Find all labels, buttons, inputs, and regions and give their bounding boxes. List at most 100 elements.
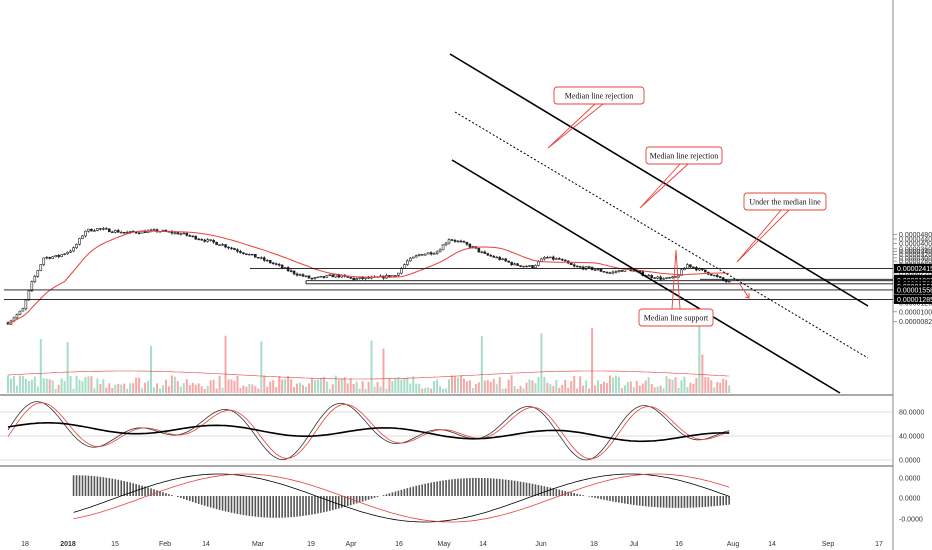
volume-bar bbox=[90, 376, 93, 393]
macd-histogram-bar bbox=[284, 496, 286, 518]
candle-body bbox=[271, 262, 275, 265]
macd-histogram-bar bbox=[397, 490, 400, 496]
volume-bar bbox=[93, 388, 96, 393]
candle-body bbox=[397, 272, 400, 276]
macd-histogram-bar bbox=[376, 496, 379, 497]
candle-body bbox=[435, 251, 439, 254]
price-tag-label: 0.00002415 bbox=[897, 266, 932, 273]
macd-histogram-bar bbox=[442, 480, 444, 496]
macd-histogram-bar bbox=[403, 488, 406, 496]
macd-histogram-bar bbox=[358, 496, 361, 503]
candle-body bbox=[236, 249, 239, 252]
macd-histogram-bar bbox=[180, 496, 182, 499]
time-axis-label: 14 bbox=[768, 541, 776, 548]
volume-bar bbox=[349, 378, 352, 393]
macd-histogram-bar bbox=[421, 484, 424, 496]
time-axis-label: 17 bbox=[875, 541, 883, 548]
volume-bar bbox=[200, 386, 203, 393]
candle-body bbox=[432, 253, 436, 255]
volume-bar bbox=[433, 380, 436, 393]
candle-body bbox=[569, 262, 573, 266]
candle-body bbox=[423, 253, 427, 256]
macd-histogram-bar bbox=[364, 496, 367, 501]
candle-body bbox=[116, 230, 120, 233]
candle-body bbox=[689, 264, 692, 268]
macd-histogram-bar bbox=[296, 496, 298, 517]
volume-bar bbox=[680, 380, 683, 393]
volume-bar bbox=[209, 380, 212, 393]
macd-histogram-bar bbox=[257, 496, 260, 517]
macd-histogram-bar bbox=[528, 483, 531, 496]
candle-body bbox=[578, 266, 582, 268]
volume-bar bbox=[87, 376, 90, 393]
macd-histogram-bar bbox=[472, 477, 474, 496]
macd-histogram-bar bbox=[269, 496, 272, 518]
volume-bar bbox=[373, 386, 376, 393]
candle-body bbox=[406, 260, 409, 265]
candle-body bbox=[119, 231, 123, 234]
volume-bar bbox=[650, 384, 653, 393]
macd-histogram-bar bbox=[624, 496, 626, 504]
volume-bar bbox=[185, 379, 188, 393]
volume-bar bbox=[194, 384, 197, 393]
price-tag-box bbox=[894, 285, 932, 295]
macd-histogram-bar bbox=[340, 496, 343, 508]
candle-body bbox=[212, 240, 215, 243]
time-axis-label: May bbox=[437, 541, 451, 548]
volume-bar bbox=[81, 381, 84, 393]
volume-bar bbox=[170, 375, 173, 393]
volume-bar bbox=[135, 377, 138, 393]
volume-bar bbox=[692, 383, 695, 393]
macd-histogram-bar bbox=[326, 496, 328, 512]
candle-body bbox=[516, 263, 519, 266]
candle-body bbox=[546, 257, 549, 259]
macd-histogram-bar bbox=[412, 486, 415, 496]
macd-histogram-bar bbox=[260, 496, 263, 518]
candle-body bbox=[96, 228, 99, 231]
macd-histogram-bar bbox=[144, 486, 146, 496]
candle-body bbox=[465, 241, 469, 245]
candle-body bbox=[549, 256, 552, 259]
candle-body bbox=[274, 263, 278, 265]
price-tag-box bbox=[894, 294, 932, 304]
macd-histogram-bar bbox=[698, 496, 701, 508]
candle-body bbox=[686, 264, 689, 269]
candle-body bbox=[617, 270, 621, 272]
time-axis-label: Aug bbox=[727, 541, 740, 548]
volume-bar bbox=[534, 383, 537, 393]
macd-histogram-bar bbox=[650, 496, 653, 507]
macd-histogram-bar bbox=[716, 496, 719, 506]
volume-bar bbox=[722, 378, 725, 393]
volume-bar bbox=[215, 388, 218, 393]
macd-histogram-bar bbox=[510, 480, 513, 496]
candle-body bbox=[394, 275, 397, 277]
volume-bar bbox=[528, 379, 531, 393]
macd-histogram-bar bbox=[96, 476, 99, 496]
macd-histogram-bar bbox=[206, 496, 209, 507]
candle-body bbox=[557, 258, 561, 260]
volume-bar bbox=[388, 378, 391, 393]
macd-histogram-bar bbox=[305, 496, 307, 516]
candle-body bbox=[224, 244, 227, 248]
volume-bar bbox=[582, 385, 585, 393]
volume-bar bbox=[507, 379, 510, 393]
candle-body bbox=[510, 261, 513, 266]
macd-histogram-bar bbox=[653, 496, 656, 508]
macd-histogram-bar bbox=[84, 475, 87, 496]
candle-body bbox=[400, 268, 403, 274]
volume-bar bbox=[564, 379, 567, 393]
macd-histogram-bar bbox=[504, 479, 507, 496]
volume-bar bbox=[695, 378, 698, 393]
volume-bar bbox=[561, 384, 564, 393]
candle-body bbox=[611, 271, 615, 274]
volume-bar bbox=[266, 386, 269, 393]
macd-histogram-bar bbox=[236, 496, 239, 514]
macd-histogram-bar bbox=[448, 479, 450, 496]
volume-bar bbox=[719, 382, 722, 393]
volume-bar bbox=[105, 387, 108, 393]
